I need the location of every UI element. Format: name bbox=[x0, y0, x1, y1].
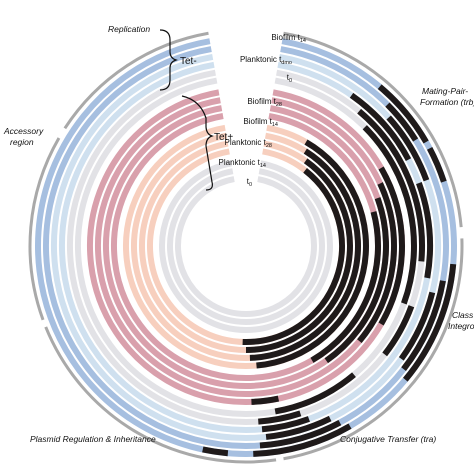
track-label: t0 bbox=[247, 177, 252, 188]
track-ring-9 bbox=[111, 113, 381, 382]
region-label-accessory-line1: Accessory bbox=[3, 126, 44, 136]
coverage-segment bbox=[274, 372, 356, 415]
track-label-subscript: 28 bbox=[276, 102, 282, 108]
track-label-subscript: 14 bbox=[272, 122, 278, 128]
track-label-main: Planktonic t bbox=[240, 55, 282, 64]
track-label-main: t bbox=[247, 177, 250, 186]
group-brackets bbox=[159, 29, 214, 191]
track-label-main: Biofilm t bbox=[271, 33, 300, 42]
track-label-main: Biofilm t bbox=[243, 117, 272, 126]
coverage-segment bbox=[349, 92, 412, 162]
coverage-segment bbox=[377, 84, 429, 144]
region-label-integron-line2: Integron bbox=[448, 321, 474, 331]
outer-ring-segment bbox=[283, 31, 463, 228]
track-label-subscript: 14 bbox=[260, 163, 266, 169]
track-ring-15 bbox=[167, 168, 325, 325]
track-label: Biofilm t28 bbox=[247, 97, 282, 108]
coverage-segment bbox=[385, 102, 419, 142]
track-label-main: t bbox=[287, 73, 290, 82]
track-ring-8 bbox=[103, 105, 389, 389]
track-label: Planktonic t14 bbox=[219, 158, 266, 169]
coverage-segment bbox=[401, 280, 446, 371]
outer-ring-segment bbox=[283, 238, 464, 461]
outer-ring-segment bbox=[44, 326, 277, 464]
region-label-accessory-line2: region bbox=[10, 137, 34, 147]
track-label-main: Planktonic t bbox=[225, 138, 267, 147]
track-label-main: Planktonic t bbox=[219, 158, 261, 167]
group-label-tet-minus: Tet- bbox=[180, 56, 197, 67]
track-ring-1 bbox=[43, 46, 449, 449]
bracket-tet-plus bbox=[181, 95, 214, 191]
coverage-segment bbox=[378, 166, 405, 326]
coverage-segment bbox=[202, 446, 229, 457]
region-label-mating-line2: Formation (trb) bbox=[420, 97, 474, 107]
track-label-subscript: 28 bbox=[266, 143, 272, 149]
region-label-replication: Replication bbox=[108, 24, 150, 34]
coverage-segment bbox=[310, 211, 381, 363]
track-label-main: Biofilm t bbox=[247, 97, 276, 106]
track-ring-14 bbox=[159, 160, 333, 334]
track-label: t0 bbox=[287, 73, 292, 84]
track-ring-7 bbox=[95, 97, 397, 397]
coverage-segment bbox=[256, 139, 369, 369]
coverage-segment bbox=[245, 158, 353, 353]
coverage-segment bbox=[249, 148, 361, 361]
region-label-mating: Mating-Pair- Formation (trb) bbox=[420, 86, 474, 107]
region-label-integron: Class 1 Integron bbox=[448, 310, 474, 331]
coverage-segment bbox=[324, 197, 389, 364]
track-label-subscript: 0 bbox=[249, 182, 252, 188]
coverage-segment bbox=[426, 146, 447, 183]
coverage-segment bbox=[258, 410, 302, 425]
region-label-integron-line1: Class 1 bbox=[452, 310, 474, 320]
labels: Replication Accessory region Mating-Pair… bbox=[3, 24, 474, 444]
bracket-tet-minus bbox=[159, 29, 178, 91]
track-label: Biofilm t14 bbox=[243, 117, 278, 128]
region-label-mating-line1: Mating-Pair- bbox=[422, 86, 468, 96]
track-label-subscript: 14 bbox=[300, 38, 306, 44]
coverage-segment bbox=[261, 416, 310, 433]
region-label-accessory: Accessory region bbox=[3, 126, 46, 147]
coverage-segment bbox=[398, 291, 436, 361]
region-label-plasmid: Plasmid Regulation & Inheritance bbox=[30, 434, 156, 444]
coverage-segment bbox=[416, 182, 433, 279]
coverage-segment bbox=[251, 395, 280, 405]
coverage-segment bbox=[382, 305, 415, 357]
track-label: Planktonic tdmo bbox=[240, 55, 292, 66]
track-label-subscript: 0 bbox=[289, 78, 292, 84]
coverage-segment bbox=[259, 419, 342, 449]
coverage-rings bbox=[28, 31, 464, 464]
coverage-segment bbox=[357, 182, 397, 344]
outer-ring-segment bbox=[63, 31, 209, 130]
outer-ring-segment bbox=[28, 137, 61, 321]
track-ring-16 bbox=[175, 176, 317, 317]
group-label-tet-plus: Tet+ bbox=[214, 132, 233, 143]
region-label-conjugative: Conjugative Transfer (tra) bbox=[340, 434, 436, 444]
track-label-subscript: dmo bbox=[281, 60, 292, 66]
track-ring-3 bbox=[59, 61, 433, 433]
coverage-segment bbox=[403, 263, 457, 382]
coverage-segment bbox=[265, 415, 332, 440]
track-label: Biofilm t14 bbox=[271, 33, 306, 44]
coverage-segment bbox=[386, 115, 430, 182]
track-label: Planktonic t28 bbox=[225, 138, 272, 149]
coverage-segment bbox=[362, 125, 417, 305]
coverage-segment bbox=[253, 423, 352, 457]
coverage-segment bbox=[357, 108, 425, 262]
coverage-segment bbox=[242, 167, 345, 345]
